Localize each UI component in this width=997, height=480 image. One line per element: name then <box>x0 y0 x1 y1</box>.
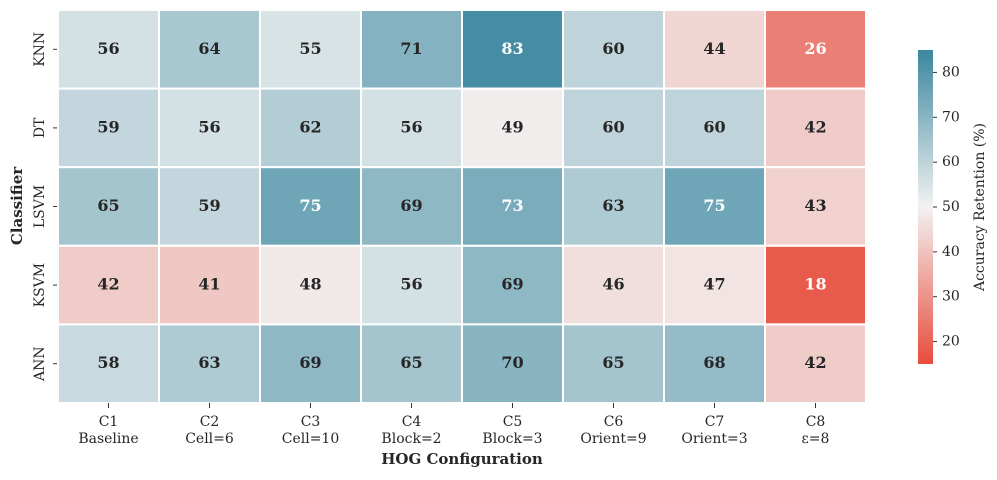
x-tick-label: C1 <box>99 414 119 430</box>
cell-label: 68 <box>703 353 725 372</box>
cell-label: 75 <box>703 196 725 215</box>
heatmap-cell <box>158 9 261 90</box>
cell-label: 55 <box>299 39 321 58</box>
cell-label: 59 <box>97 117 119 136</box>
cell-label: 73 <box>501 196 523 215</box>
colorbar-tick-label: 20 <box>942 334 960 350</box>
x-tick-sublabel: Cell=10 <box>282 431 340 447</box>
x-tick-label: C8 <box>806 414 826 430</box>
x-tick-label: C2 <box>200 414 220 430</box>
cell-label: 26 <box>804 39 826 58</box>
cell-label: 43 <box>804 196 826 215</box>
y-tick-label: KNN <box>32 32 48 67</box>
y-tick-label: LSVM <box>32 185 48 228</box>
cell-label: 59 <box>198 196 220 215</box>
heatmap-cell <box>158 323 261 404</box>
heatmap-cell <box>158 166 261 247</box>
cell-label: 60 <box>602 39 624 58</box>
cell-label: 65 <box>400 353 422 372</box>
colorbar-tick-label: 80 <box>942 64 960 80</box>
cell-label: 46 <box>602 275 624 294</box>
heatmap-cell <box>360 87 463 169</box>
heatmap-cell <box>461 244 564 326</box>
y-tick-label: KSVM <box>32 263 48 308</box>
colorbar <box>918 50 933 364</box>
x-tick-label: C4 <box>402 414 422 430</box>
heatmap-cell <box>259 166 362 247</box>
cell-label: 83 <box>501 39 523 58</box>
cell-label: 47 <box>703 275 725 294</box>
y-tick-label: DT <box>32 117 48 138</box>
cell-label: 44 <box>703 39 725 58</box>
cell-label: 49 <box>501 117 523 136</box>
heatmap-cell <box>562 9 665 90</box>
cell-label: 60 <box>703 117 725 136</box>
heatmap-cell <box>461 166 564 247</box>
x-tick-sublabel: Baseline <box>78 431 138 447</box>
x-axis-title: HOG Configuration <box>381 450 543 468</box>
colorbar-tick-label: 30 <box>942 289 960 305</box>
x-tick-sublabel: Orient=3 <box>681 431 747 447</box>
heatmap-cell <box>259 323 362 404</box>
cell-label: 41 <box>198 275 220 294</box>
heatmap-cell <box>764 9 867 90</box>
cell-label: 69 <box>501 275 523 294</box>
x-tick-label: C5 <box>503 414 523 430</box>
cell-label: 56 <box>198 117 220 136</box>
x-tick-sublabel: Block=2 <box>381 431 441 447</box>
colorbar-tick-label: 60 <box>942 154 960 170</box>
cell-label: 42 <box>97 275 119 294</box>
cell-label: 69 <box>400 196 422 215</box>
heatmap-cell <box>360 244 463 326</box>
heatmap-cell <box>259 87 362 169</box>
x-tick-sublabel: ε=8 <box>802 431 830 447</box>
x-tick-sublabel: Orient=9 <box>580 431 646 447</box>
x-tick-label: C6 <box>604 414 624 430</box>
cell-label: 75 <box>299 196 321 215</box>
heatmap-cell <box>764 166 867 247</box>
cell-label: 48 <box>299 275 321 294</box>
cell-label: 63 <box>198 353 220 372</box>
cell-label: 58 <box>97 353 119 372</box>
x-tick-label: C3 <box>301 414 321 430</box>
cell-label: 56 <box>400 117 422 136</box>
colorbar-tick-label: 70 <box>942 109 960 125</box>
heatmap-cell <box>562 166 665 247</box>
cell-label: 42 <box>804 353 826 372</box>
cell-label: 71 <box>400 39 422 58</box>
heatmap-cell <box>562 323 665 404</box>
heatmap-cell <box>764 323 867 404</box>
cell-label: 69 <box>299 353 321 372</box>
cell-label: 64 <box>198 39 220 58</box>
heatmap-cell <box>57 166 160 247</box>
colorbar-tick-label: 40 <box>942 244 960 260</box>
heatmap-cell <box>259 244 362 326</box>
heatmap-cell <box>663 166 766 247</box>
heatmap-cell <box>663 244 766 326</box>
x-tick-sublabel: Block=3 <box>482 431 542 447</box>
heatmap-cell <box>57 244 160 326</box>
cell-label: 60 <box>602 117 624 136</box>
cell-label: 56 <box>400 275 422 294</box>
cell-label: 63 <box>602 196 624 215</box>
cell-label: 56 <box>97 39 119 58</box>
cell-label: 62 <box>299 117 321 136</box>
cell-label: 65 <box>602 353 624 372</box>
colorbar-tick-label: 50 <box>942 199 960 215</box>
heatmap-cell <box>562 87 665 169</box>
cell-label: 18 <box>804 275 826 294</box>
y-tick-label: ANN <box>32 346 48 382</box>
cell-label: 70 <box>501 353 523 372</box>
y-axis-title: Classifier <box>8 166 26 245</box>
cell-label: 65 <box>97 196 119 215</box>
x-tick-sublabel: Cell=6 <box>185 431 234 447</box>
cell-label: 42 <box>804 117 826 136</box>
heatmap-cell <box>663 323 766 404</box>
heatmap-cell <box>764 87 867 169</box>
heatmap-cell <box>158 244 261 326</box>
x-tick-label: C7 <box>705 414 725 430</box>
colorbar-title: Accuracy Retention (%) <box>972 123 988 292</box>
heatmap-cell <box>663 87 766 169</box>
